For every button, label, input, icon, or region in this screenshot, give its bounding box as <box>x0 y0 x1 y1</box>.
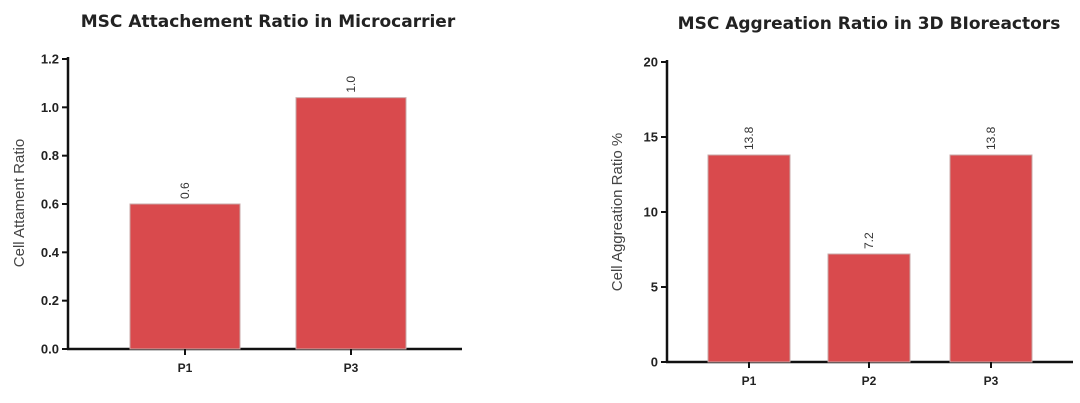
bar-p3 <box>295 97 407 350</box>
chart-title: MSC Aggreation Ratio in 3D BIoreactors <box>678 14 1061 34</box>
y-axis-label: Cell Attament Ratio <box>11 139 28 267</box>
y-tick-label: 0.0 <box>41 342 59 357</box>
bar-p2 <box>827 253 911 363</box>
y-tick-label: 15 <box>644 130 658 145</box>
y-tick-label: 0.4 <box>41 245 60 260</box>
data-label: 0.6 <box>178 182 192 199</box>
plot-area: 0.0 0.2 0.4 0.6 0.8 1.0 1.2 P1 0.6 P3 1.0 <box>41 52 462 375</box>
data-label: 1.0 <box>344 76 358 93</box>
y-tick-label: 1.0 <box>41 100 59 115</box>
y-tick-label: 20 <box>644 55 658 70</box>
aggregation-ratio-chart: MSC Aggreation Ratio in 3D BIoreactors C… <box>609 14 1073 388</box>
x-tick-label: P3 <box>984 374 999 388</box>
chart-title: MSC Attachement Ratio in Microcarrier <box>81 12 456 32</box>
y-tick-label: 10 <box>644 205 658 220</box>
data-label: 7.2 <box>862 232 876 249</box>
y-tick-label: 0.8 <box>41 148 59 163</box>
y-tick-label: 0.2 <box>41 293 59 308</box>
x-tick-label: P3 <box>344 361 359 375</box>
attachment-ratio-chart: MSC Attachement Ratio in Microcarrier Ce… <box>11 12 462 375</box>
data-label: 13.8 <box>742 126 756 150</box>
y-tick-label: 0 <box>651 355 658 370</box>
y-tick-label: 5 <box>651 280 658 295</box>
bar-p3 <box>949 154 1033 363</box>
y-axis-label: Cell Aggreation Ratio % <box>609 133 626 291</box>
x-tick-label: P1 <box>178 361 193 375</box>
y-tick-label: 1.2 <box>41 52 59 67</box>
plot-area: 0 5 10 15 20 P1 13.8 P2 7.2 P3 13.8 <box>644 55 1073 388</box>
x-tick-label: P2 <box>862 374 877 388</box>
bar-p1 <box>707 154 791 363</box>
y-tick-label: 0.6 <box>41 197 59 212</box>
bar-p1 <box>129 203 241 350</box>
data-label: 13.8 <box>984 126 998 150</box>
x-tick-label: P1 <box>742 374 757 388</box>
